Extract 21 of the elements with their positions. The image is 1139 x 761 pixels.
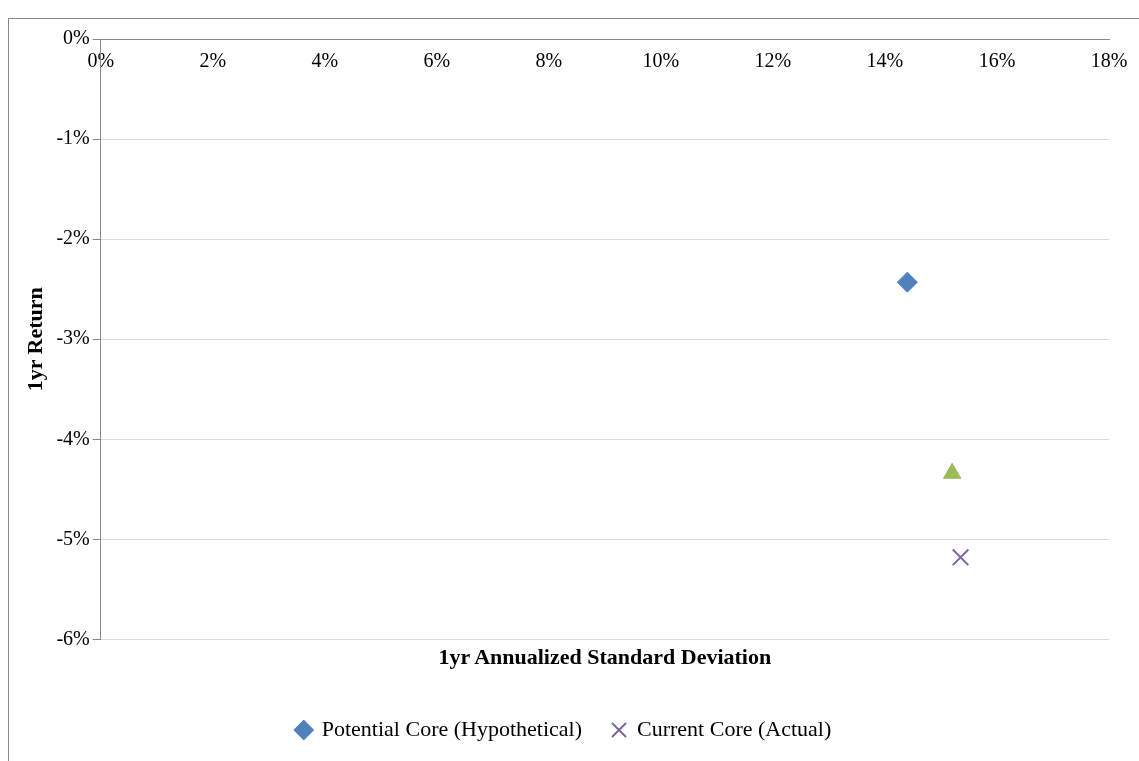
x-tick-label: 4%	[311, 49, 339, 72]
y-tick-label: -6%	[56, 626, 90, 649]
x-tick-label: 16%	[978, 49, 1016, 72]
y-tick-label: -1%	[56, 126, 90, 149]
x-tick-label: 12%	[754, 49, 792, 72]
y-axis-title: 1yr Return	[21, 287, 47, 392]
y-tick-label: -2%	[56, 226, 90, 249]
y-tick-label: -3%	[56, 326, 90, 349]
x-tick-label: 2%	[199, 49, 227, 72]
y-tick-label: -4%	[56, 426, 90, 449]
x-tick-label: 6%	[423, 49, 451, 72]
y-tick-label: 0%	[63, 26, 90, 49]
x-tick-label: 8%	[535, 49, 563, 72]
x-tick-label: 0%	[87, 49, 115, 72]
legend-label: Current Core (Actual)	[637, 715, 832, 741]
x-tick-label: 14%	[866, 49, 904, 72]
y-tick-label: -5%	[56, 526, 90, 549]
x-axis-title: 1yr Annualized Standard Deviation	[438, 644, 772, 670]
legend-label: Potential Core (Hypothetical)	[321, 715, 582, 741]
x-tick-label: 10%	[642, 49, 680, 72]
x-tick-label: 18%	[1090, 49, 1128, 72]
